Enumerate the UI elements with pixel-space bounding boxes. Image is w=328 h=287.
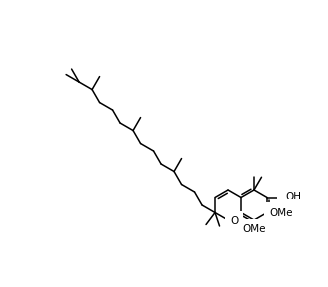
Text: O: O	[286, 208, 294, 218]
Text: O: O	[230, 216, 238, 226]
Text: OMe: OMe	[242, 224, 266, 234]
Text: OMe: OMe	[269, 208, 293, 218]
Text: OH: OH	[285, 193, 301, 203]
